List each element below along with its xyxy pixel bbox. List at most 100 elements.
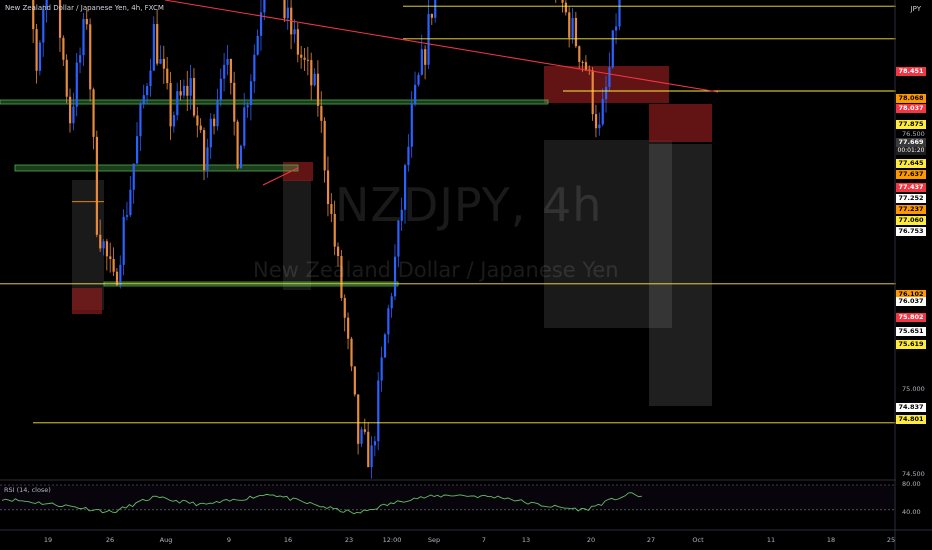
time-tick: 23 (344, 536, 354, 544)
candle-body (367, 431, 370, 468)
projection-box (283, 180, 311, 290)
time-tick: 20 (586, 536, 596, 544)
candle-body (149, 70, 152, 87)
symbol-watermark: NZDJPY, 4h (335, 178, 603, 232)
rsi-upper-tick: 80.00 (902, 480, 921, 488)
candle-body (601, 99, 604, 125)
time-tick: 19 (43, 536, 53, 544)
candle-body (323, 120, 326, 171)
candle-body (591, 70, 594, 115)
candle-body (353, 366, 356, 395)
price-label-badge: 77.875 (896, 120, 926, 129)
candle-body (35, 29, 38, 71)
chart-drawings (0, 66, 712, 406)
candle-body (343, 297, 346, 318)
time-tick: 9 (226, 536, 232, 544)
candle-body (216, 99, 219, 127)
candle-body (69, 96, 72, 124)
candle-body (95, 136, 98, 235)
candle-body (373, 441, 377, 446)
candle-body (213, 118, 216, 127)
candle-body (330, 204, 333, 214)
candle-body (65, 59, 68, 97)
candle-body (333, 213, 336, 247)
candle-body (387, 308, 390, 335)
candle-body (79, 55, 82, 63)
candle-body (574, 17, 578, 47)
candle-body (72, 106, 75, 124)
candle-body (300, 54, 303, 58)
candle-body (169, 83, 172, 127)
candle-body (239, 145, 243, 169)
candle-body (203, 130, 206, 170)
price-label-badge: 74.801 (896, 415, 926, 424)
candle-body (397, 220, 400, 257)
price-label-badge: 75.619 (896, 340, 926, 349)
candle-body (410, 103, 413, 147)
risk-zone (283, 162, 313, 181)
price-label-badge: 77.669 (896, 138, 926, 147)
candle-body (363, 429, 366, 432)
candle-body (196, 115, 199, 126)
candle-body (414, 84, 417, 104)
candle-body (564, 2, 567, 13)
price-label-badge: 75.802 (896, 313, 926, 322)
candle-body (142, 95, 145, 105)
price-label-badge: 77.637 (896, 170, 926, 179)
price-label-badge: 74.837 (896, 403, 926, 412)
candle-body (383, 334, 387, 358)
candle-body (209, 118, 212, 148)
currency-label: JPY (910, 5, 921, 13)
candle-body (176, 91, 179, 116)
candle-body (400, 209, 403, 221)
time-tick: 27 (646, 536, 656, 544)
candle-body (32, 0, 35, 30)
candle-body (229, 58, 232, 83)
candle-body (377, 380, 380, 442)
candle-body (584, 62, 588, 70)
candle-body (313, 73, 316, 86)
candle-body (99, 234, 102, 249)
symbol-title[interactable]: New Zealand Dollar / Japanese Yen, 4h, F… (5, 4, 164, 12)
time-tick: 13 (521, 536, 531, 544)
time-tick: 12:00 (382, 536, 402, 544)
candle-body (605, 86, 608, 100)
candle-body (293, 29, 296, 35)
candle-body (417, 74, 420, 85)
candle-body (132, 163, 135, 190)
candle-body (561, 0, 564, 3)
candle-body (146, 86, 149, 96)
price-tick: 76.500 (902, 130, 925, 138)
candle-body (199, 125, 202, 131)
support-zone (14, 164, 299, 172)
time-tick: Oct (692, 536, 704, 544)
candle-body (62, 37, 65, 60)
candle-body (75, 62, 78, 107)
candle-body (578, 46, 581, 62)
candle-body (434, 0, 437, 18)
candle-body (159, 58, 162, 64)
candle-body (259, 12, 263, 36)
candle-body (192, 78, 196, 116)
candle-body (189, 78, 192, 96)
candle-body (89, 24, 92, 90)
candle-body (206, 147, 209, 170)
candle-body (571, 17, 574, 38)
candle-body (166, 68, 169, 84)
candle-body (112, 259, 115, 272)
rsi-indicator-label[interactable]: RSI (14, close) (4, 486, 51, 494)
candle-body (253, 54, 256, 82)
time-tick: 11 (766, 536, 776, 544)
candle-body (243, 107, 246, 146)
candle-body (581, 61, 584, 63)
time-tick: 18 (826, 536, 836, 544)
time-tick: Aug (159, 536, 173, 544)
name-watermark: New Zealand Dollar / Japanese Yen (253, 258, 619, 282)
time-tick: 26 (105, 536, 115, 544)
candle-body (45, 0, 48, 10)
rsi-lower-tick: 40.00 (902, 508, 921, 516)
candle-body (219, 78, 222, 100)
candle-body (38, 42, 42, 71)
